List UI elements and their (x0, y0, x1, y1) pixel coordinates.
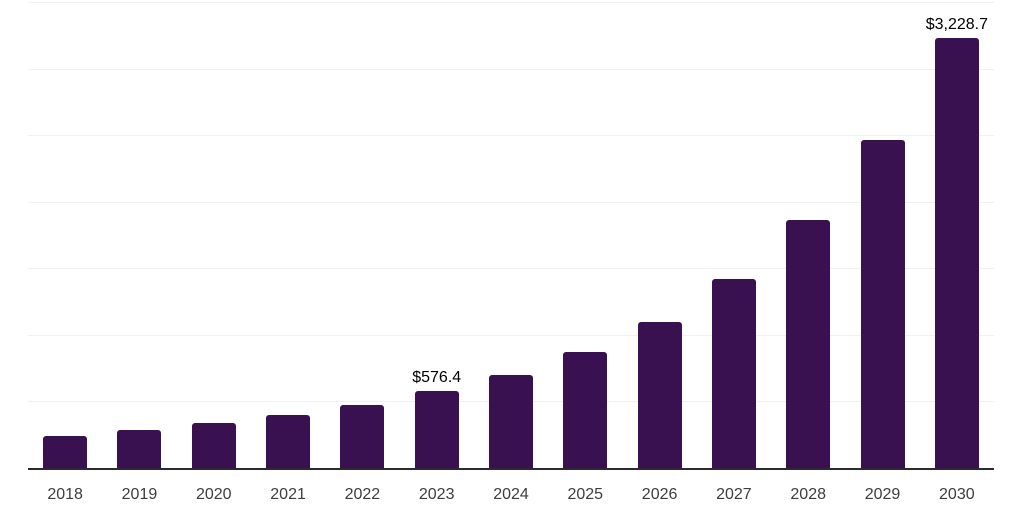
x-tick-label-2027: 2027 (716, 486, 752, 503)
x-tick-label-2024: 2024 (493, 486, 529, 503)
bar-2018 (43, 436, 88, 468)
bar-2029 (860, 140, 905, 468)
bar-2019 (117, 430, 162, 468)
gridline-3000 (28, 68, 994, 70)
x-axis-line (28, 468, 994, 470)
x-tick-label-2023: 2023 (418, 486, 455, 503)
bar-2020 (191, 422, 236, 468)
bar-2026 (637, 321, 682, 468)
gridline-2000 (28, 201, 994, 203)
bar-2025 (563, 351, 608, 468)
x-tick-label-2021: 2021 (270, 486, 306, 503)
gridline-1000 (28, 334, 994, 336)
bar-2028 (786, 219, 831, 468)
bar-2030 (934, 38, 979, 468)
x-tick-label-2022: 2022 (344, 486, 381, 503)
x-tick-label-2020: 2020 (195, 486, 232, 503)
bar-2027 (711, 278, 756, 468)
data-label-2030: $3,228.7 (925, 16, 988, 34)
data-label-2023: $576.4 (412, 369, 462, 387)
x-tick-label-2018: 2018 (47, 486, 83, 503)
bar-2024 (489, 375, 533, 468)
bar-2023 (414, 391, 459, 468)
x-tick-label-2025: 2025 (567, 486, 604, 503)
bar-2021 (266, 414, 311, 468)
gridline-1500 (28, 268, 994, 270)
x-tick-label-2028: 2028 (790, 486, 826, 503)
gridline-2500 (28, 135, 994, 137)
x-tick-label-2029: 2029 (864, 486, 901, 503)
x-tick-label-2019: 2019 (121, 486, 158, 503)
x-tick-label-2030: 2030 (939, 486, 975, 503)
gridline-3500 (28, 2, 994, 3)
x-tick-label-2026: 2026 (641, 486, 678, 503)
bar-2022 (340, 405, 385, 468)
